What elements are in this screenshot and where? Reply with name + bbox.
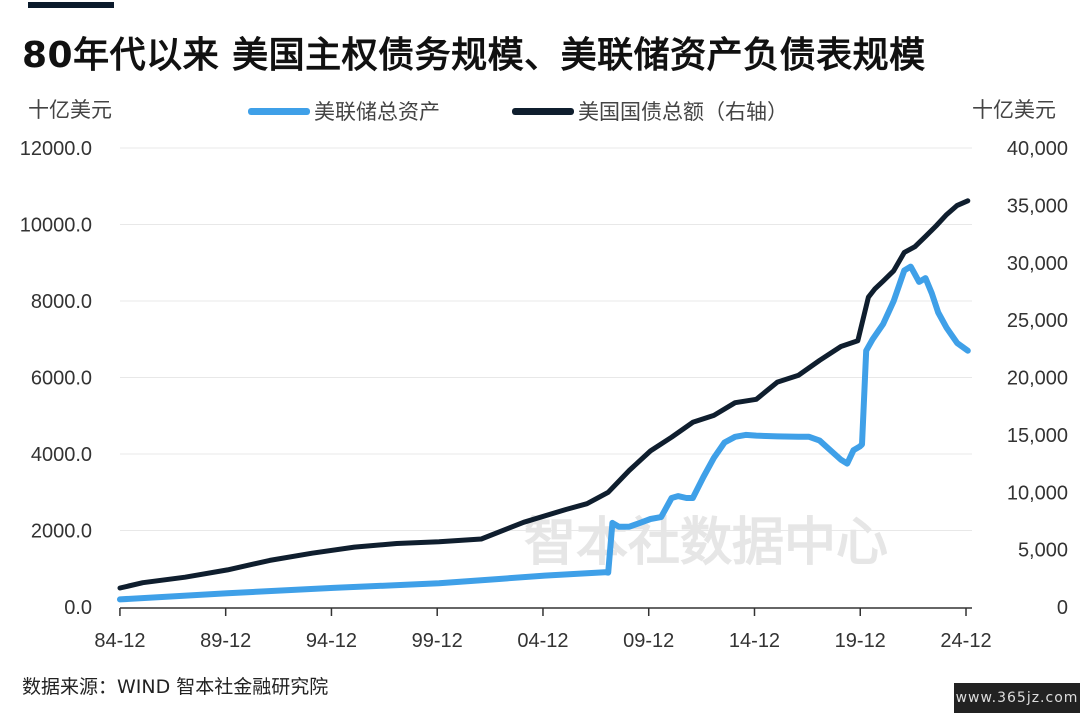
left-axis-unit: 十亿美元 <box>28 98 112 122</box>
y2-tick-label: 30,000 <box>1007 253 1068 275</box>
series-line-fed-assets <box>117 263 971 603</box>
legend-label-fed: 美联储总资产 <box>314 100 440 124</box>
chart-title: 80年代以来 美国主权债务规模、美联储资产负债表规模 <box>22 35 926 76</box>
y2-tick-label: 10,000 <box>1007 482 1068 504</box>
series-line-treasury-debt <box>117 198 971 591</box>
legend-swatch-debt <box>512 107 574 115</box>
x-tick-label: 89-12 <box>200 630 251 652</box>
x-tick-label: 19-12 <box>835 630 886 652</box>
site-badge: www.365jz.com <box>954 683 1080 713</box>
legend-item-debt: 美国国债总额（右轴） <box>512 96 788 126</box>
y2-tick-label: 40,000 <box>1007 138 1068 160</box>
x-tick-label: 04-12 <box>517 630 568 652</box>
x-tick-label: 14-12 <box>729 630 780 652</box>
y-tick-label: 4000.0 <box>31 444 92 466</box>
series-lines <box>117 198 971 603</box>
y-tick-label: 6000.0 <box>31 368 92 390</box>
left-axis-labels: 0.0 2000.0 4000.0 6000.0 8000.0 10000.0 12000.… <box>20 138 92 619</box>
y2-tick-label: 25,000 <box>1007 310 1068 332</box>
watermark-text: 智本社数据中心 <box>524 513 888 573</box>
y-tick-label: 12000.0 <box>20 138 92 160</box>
x-tick-label: 09-12 <box>623 630 674 652</box>
y-tick-label: 8000.0 <box>31 291 92 313</box>
y2-tick-label: 0 <box>1057 597 1068 619</box>
y-tick-label: 0.0 <box>64 597 92 619</box>
source-note: 数据来源：WIND 智本社金融研究院 <box>22 676 329 698</box>
x-axis: 84-12 89-12 94-12 99-12 04-12 09-12 14-12 19-12… <box>94 607 992 652</box>
legend-item-fed: 美联储总资产 <box>248 96 440 126</box>
x-tick-label: 99-12 <box>412 630 463 652</box>
y-tick-label: 2000.0 <box>31 521 92 543</box>
gridlines <box>120 147 972 531</box>
x-tick-label: 94-12 <box>306 630 357 652</box>
x-tick-label: 24-12 <box>940 630 991 652</box>
y2-tick-label: 35,000 <box>1007 195 1068 217</box>
right-axis-unit: 十亿美元 <box>972 98 1056 122</box>
legend-swatch-fed <box>248 107 310 115</box>
title-accent-bar <box>28 2 114 8</box>
y2-tick-label: 15,000 <box>1007 425 1068 447</box>
legend-label-debt: 美国国债总额（右轴） <box>578 100 788 124</box>
y2-tick-label: 20,000 <box>1007 368 1068 390</box>
y-tick-label: 10000.0 <box>20 215 92 237</box>
right-axis-labels: 0 5,000 10,000 15,000 20,000 25,000 30,000 35,0… <box>1007 138 1068 619</box>
x-tick-label: 84-12 <box>94 630 145 652</box>
y2-tick-label: 5,000 <box>1018 540 1068 562</box>
